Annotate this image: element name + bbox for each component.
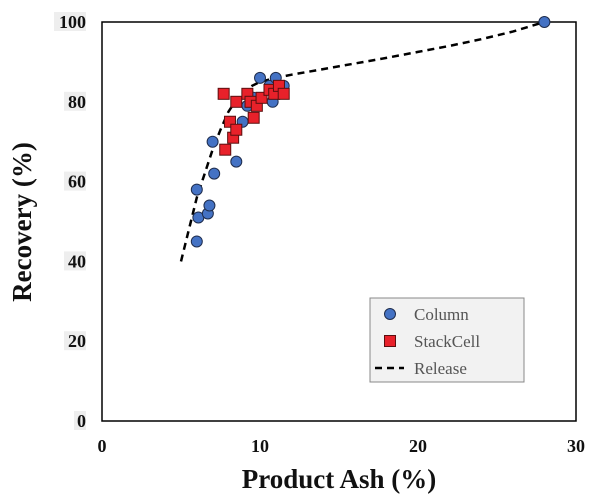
y-tick-label-bg: [64, 331, 86, 351]
y-tick-label-bg: [74, 411, 86, 430]
legend-stackcell-marker: [384, 335, 396, 347]
y-tick-label-bg: [64, 251, 86, 271]
stackcell-point: [247, 111, 260, 124]
stackcell-point: [230, 123, 243, 136]
column-point: [203, 199, 216, 212]
y-tick-label-bg: [54, 12, 86, 31]
column-point: [190, 183, 203, 196]
stackcell-point: [217, 87, 230, 100]
legend: Column StackCell Release: [369, 297, 525, 383]
y-tick-label: 20: [68, 331, 86, 351]
x-tick-label: 0: [98, 436, 107, 456]
x-tick-label: 10: [251, 436, 269, 456]
series-layer: [179, 16, 551, 262]
legend-stackcell-label: StackCell: [414, 332, 480, 351]
release-line: [179, 20, 545, 262]
stackcell-point: [255, 91, 268, 104]
x-tick-label: 20: [409, 436, 427, 456]
y-tick-label: 0: [77, 411, 86, 431]
y-tick-label-bg: [64, 91, 86, 111]
column-point: [206, 135, 219, 148]
y-tick-label: 80: [68, 92, 86, 112]
y-tick-label: 60: [68, 172, 86, 192]
stackcell-point: [223, 115, 236, 128]
column-point: [208, 167, 221, 180]
y-tick-labels: 0 20 40 60 80 100: [54, 12, 86, 431]
stackcell-point: [277, 87, 290, 100]
stackcell-point: [230, 95, 243, 108]
y-tick-label-bg: [64, 171, 86, 191]
column-point: [538, 16, 551, 28]
stackcell-point: [219, 143, 232, 156]
x-tick-labels: 0 10 20 30: [98, 436, 586, 456]
column-point: [230, 155, 243, 168]
column-point: [190, 235, 203, 248]
legend-release-label: Release: [414, 359, 467, 378]
legend-column-label: Column: [414, 305, 469, 324]
x-axis-title: Product Ash (%): [242, 464, 437, 494]
legend-column-marker: [384, 308, 396, 320]
y-axis-title: Recovery (%): [7, 142, 37, 302]
x-tick-label: 30: [567, 436, 585, 456]
y-tick-label: 40: [68, 251, 86, 271]
y-tick-label: 100: [59, 12, 86, 32]
column-point: [254, 71, 266, 84]
